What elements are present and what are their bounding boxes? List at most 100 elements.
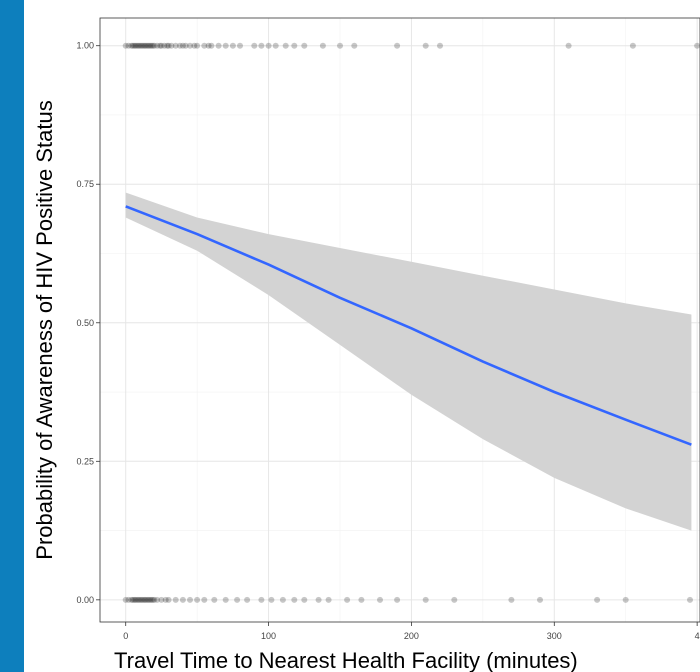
data-point-unaware (132, 596, 139, 603)
data-point-aware (157, 42, 163, 49)
data-point-unaware (187, 596, 193, 603)
data-point-unaware (258, 596, 265, 603)
data-point-aware (141, 42, 148, 49)
data-point-aware (187, 42, 193, 49)
data-point-unaware (139, 596, 146, 603)
data-point-aware (137, 42, 143, 49)
data-point-aware (258, 42, 265, 49)
data-point-unaware (149, 596, 156, 603)
data-point-aware (144, 42, 151, 49)
data-point-aware (422, 42, 429, 49)
data-point-aware (129, 42, 136, 49)
x-tick-label: 200 (404, 631, 419, 641)
data-point-unaware (128, 596, 135, 603)
y-tick-label: 0.75 (76, 179, 94, 189)
data-point-aware (139, 42, 146, 49)
x-tick-label: 300 (547, 631, 562, 641)
data-point-unaware (325, 596, 332, 603)
data-point-unaware (201, 596, 208, 603)
data-point-aware (191, 42, 198, 49)
data-point-aware (149, 42, 156, 49)
data-point-unaware (279, 596, 286, 603)
data-point-aware (154, 42, 161, 49)
data-point-aware (265, 42, 272, 49)
data-point-aware (128, 42, 135, 49)
data-point-unaware (537, 596, 543, 603)
data-point-unaware (165, 596, 172, 603)
data-point-unaware (144, 596, 151, 603)
data-point-aware (208, 42, 215, 49)
data-point-unaware (301, 596, 308, 603)
chart-svg: 0 100 200 300 4 0.00 0.25 0.50 0.75 1.00 Travel T… (32, 17, 700, 672)
y-tick-label: 0.50 (76, 318, 94, 328)
data-point-aware (138, 42, 145, 49)
data-point-aware (131, 42, 138, 49)
data-point-unaware (268, 596, 275, 603)
data-point-unaware (125, 596, 132, 603)
data-point-aware (319, 42, 326, 49)
data-point-unaware (422, 596, 429, 603)
data-point-aware (194, 42, 201, 49)
data-point-unaware (131, 596, 138, 603)
data-point-unaware (687, 596, 693, 603)
data-point-aware (301, 42, 308, 49)
confidence-band-layer (125, 192, 692, 531)
data-point-unaware (135, 596, 142, 603)
data-point-unaware (137, 596, 143, 603)
data-point-aware (237, 42, 243, 49)
data-point-unaware (315, 596, 322, 603)
data-point-aware (182, 42, 189, 49)
data-point-unaware (508, 596, 515, 603)
data-point-unaware (622, 596, 629, 603)
data-point-unaware (162, 596, 169, 603)
data-point-unaware (211, 596, 218, 603)
data-point-unaware (151, 596, 158, 603)
data-point-unaware (222, 596, 229, 603)
x-tick-label: 0 (123, 631, 128, 641)
data-point-aware (161, 42, 168, 49)
fit-line (125, 205, 692, 446)
data-point-aware (148, 42, 155, 49)
data-point-aware (437, 42, 443, 49)
data-point-aware (168, 42, 175, 49)
data-point-aware (629, 42, 636, 49)
data-point-aware (158, 42, 165, 49)
data-point-unaware (134, 596, 141, 603)
data-point-aware (291, 42, 298, 49)
y-tick-label: 0.00 (76, 595, 94, 605)
confidence-band (125, 192, 692, 531)
data-point-aware (282, 42, 289, 49)
data-point-unaware (122, 596, 129, 603)
data-point-unaware (377, 596, 383, 603)
data-point-unaware (394, 596, 401, 603)
points-layer (122, 42, 700, 603)
data-point-aware (134, 42, 141, 49)
x-tick-label: 4 (695, 631, 700, 641)
data-point-unaware (358, 596, 365, 603)
data-point-unaware (154, 596, 161, 603)
data-point-aware (172, 42, 179, 49)
data-point-unaware (141, 596, 148, 603)
data-point-aware (337, 42, 343, 49)
data-point-aware (142, 42, 149, 49)
data-point-aware (179, 42, 186, 49)
data-point-aware (694, 42, 700, 49)
y-axis-title: Probability of Awareness of HIV Positive… (32, 100, 57, 559)
data-point-aware (251, 42, 258, 49)
data-point-aware (147, 42, 153, 49)
data-point-aware (565, 42, 572, 49)
data-point-aware (205, 42, 212, 49)
data-point-aware (229, 42, 236, 49)
x-tick-label: 100 (261, 631, 276, 641)
data-point-aware (135, 42, 142, 49)
data-point-aware (201, 42, 208, 49)
fit-line-layer (125, 205, 692, 446)
data-point-unaware (145, 596, 152, 603)
x-axis-title: Travel Time to Nearest Health Facility (… (114, 648, 578, 672)
data-point-aware (125, 42, 132, 49)
data-point-aware (394, 42, 401, 49)
axes: 0 100 200 300 4 0.00 0.25 0.50 0.75 1.00 (76, 17, 700, 641)
data-point-unaware (138, 596, 145, 603)
data-point-aware (272, 42, 279, 49)
data-point-unaware (129, 596, 136, 603)
